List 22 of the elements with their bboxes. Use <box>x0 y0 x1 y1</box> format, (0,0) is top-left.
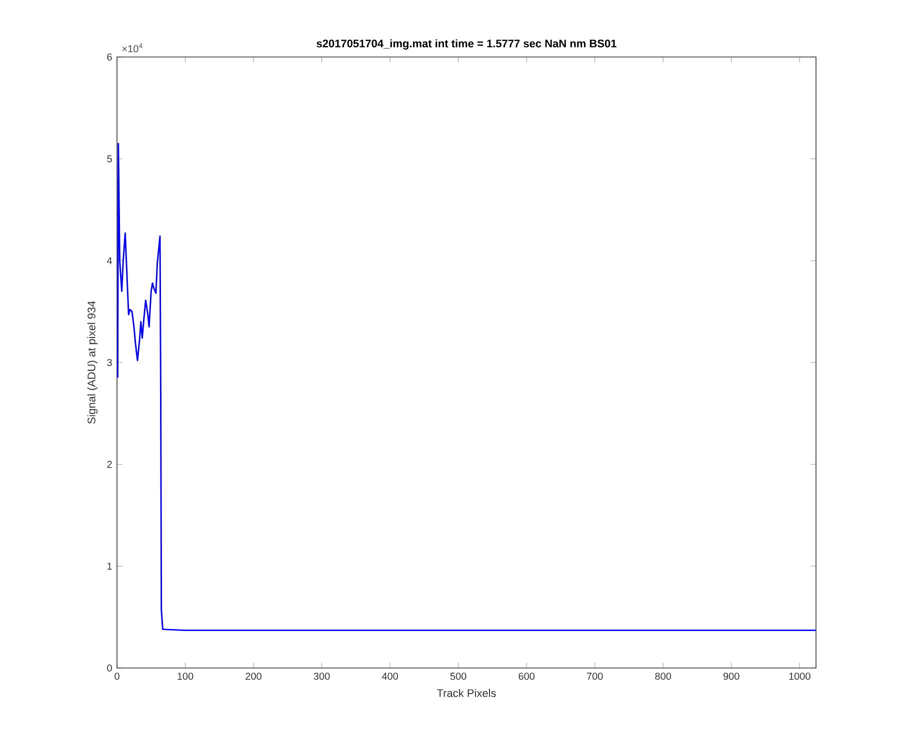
text: ×10$^{4}$ <box>122 43 142 52</box>
x-tick-label: 300 <box>314 672 330 680</box>
x-axis-title: Track Pixels <box>437 688 496 698</box>
x-tick-label: 700 <box>587 672 603 680</box>
x-tick-label: 100 <box>178 672 194 680</box>
y-tick-label: 1 <box>107 562 112 570</box>
x-tick-label: 800 <box>655 672 672 680</box>
x-tick-label: 600 <box>518 672 535 680</box>
y-tick-label: 3 <box>107 358 112 366</box>
x-tick-label: 200 <box>246 672 262 680</box>
y-tick-label: 2 <box>107 460 112 468</box>
y-axis-title: Signal (ADU) at pixel 934 <box>87 301 98 424</box>
x-tick-label: 1000 <box>789 672 810 680</box>
x-tick-label: 900 <box>723 672 740 680</box>
y-tick-label: 0 <box>107 664 112 672</box>
y-tick-label: 6 <box>107 53 112 61</box>
x-tick-label: 400 <box>382 672 398 680</box>
y-tick-label: 5 <box>107 155 112 162</box>
chart-title: s2017051704_img.mat int time = 1.5777 sec NaN nm BS01 <box>316 39 616 50</box>
y-tick-label: 4 <box>106 257 112 264</box>
x-tick-label: 0 <box>114 672 120 680</box>
x-tick-label: 500 <box>450 672 466 680</box>
